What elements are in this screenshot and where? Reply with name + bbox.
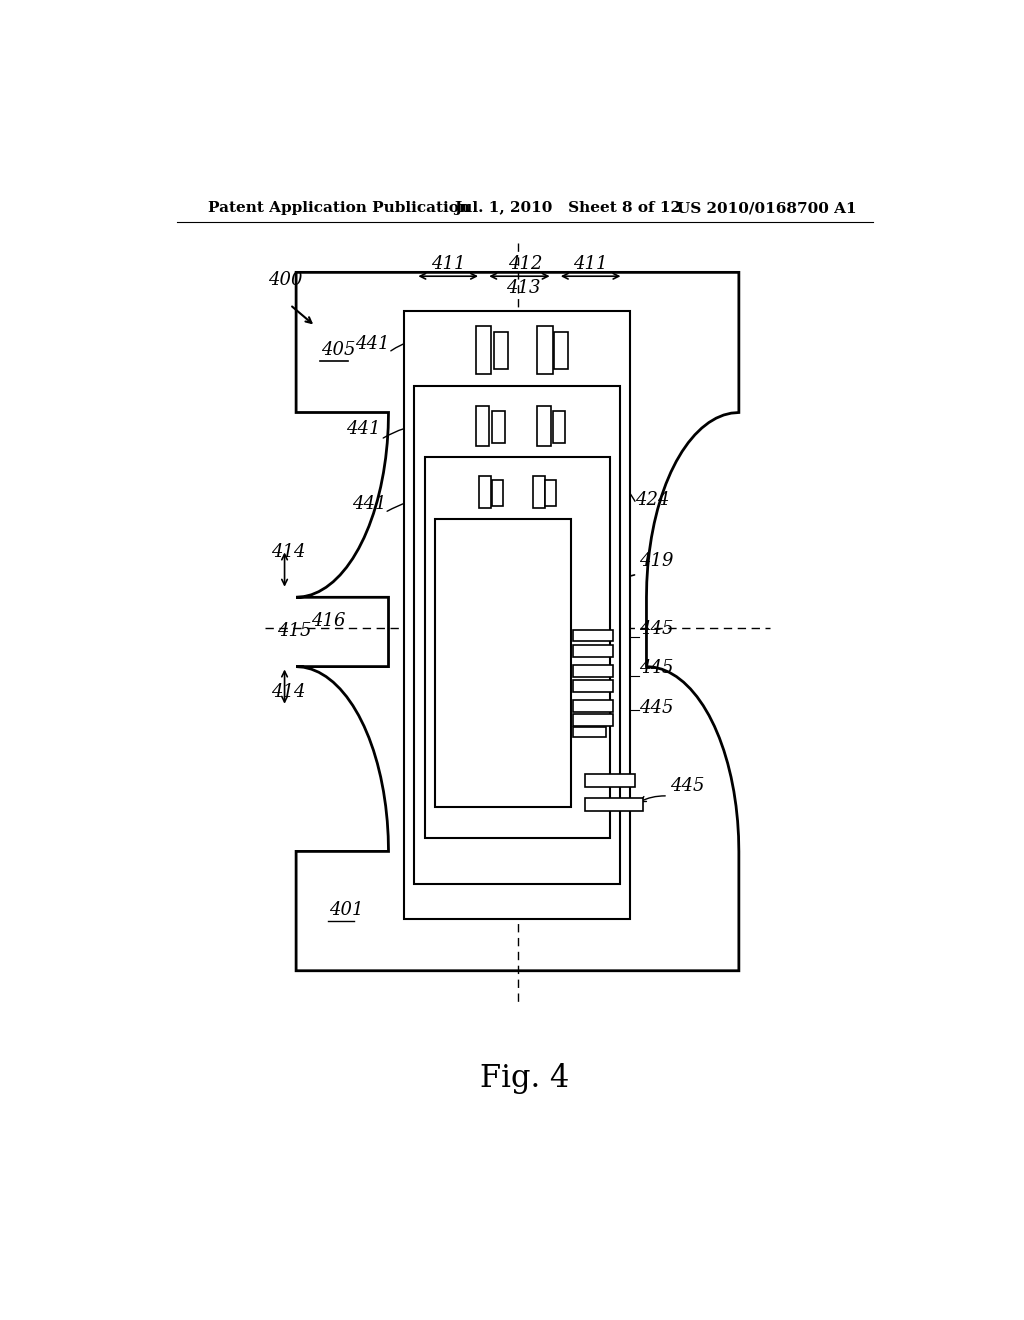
Text: 415: 415 <box>276 622 311 640</box>
Text: Patent Application Publication: Patent Application Publication <box>208 202 470 215</box>
Bar <box>538 326 553 374</box>
Bar <box>573 701 613 711</box>
Text: 445: 445 <box>670 777 705 796</box>
Bar <box>425 457 609 838</box>
Text: 441: 441 <box>352 495 387 512</box>
Text: 412: 412 <box>508 255 543 272</box>
Text: 441: 441 <box>355 335 390 354</box>
Bar <box>585 775 635 787</box>
Text: 401: 401 <box>330 900 364 919</box>
Text: 411: 411 <box>431 255 465 272</box>
Text: Jul. 1, 2010   Sheet 8 of 12: Jul. 1, 2010 Sheet 8 of 12 <box>454 202 681 215</box>
Text: 414: 414 <box>271 544 306 561</box>
Text: 445: 445 <box>639 659 673 677</box>
Text: 422: 422 <box>486 553 521 570</box>
Bar <box>573 726 605 737</box>
Bar <box>573 645 613 656</box>
Bar <box>538 407 551 446</box>
Text: 426: 426 <box>568 389 602 408</box>
Text: 400: 400 <box>267 272 302 289</box>
Text: 445: 445 <box>639 698 673 717</box>
Bar <box>403 312 630 919</box>
Bar <box>554 331 568 368</box>
Bar <box>475 407 489 446</box>
Bar <box>493 411 505 444</box>
Text: 416: 416 <box>311 611 346 630</box>
Text: 411: 411 <box>573 255 608 272</box>
Bar <box>494 331 508 368</box>
Text: 419: 419 <box>639 553 673 570</box>
Polygon shape <box>296 272 739 970</box>
Text: US 2010/0168700 A1: US 2010/0168700 A1 <box>677 202 857 215</box>
Text: Fig. 4: Fig. 4 <box>480 1063 569 1094</box>
Bar <box>573 665 613 677</box>
Text: 441: 441 <box>346 420 381 438</box>
Bar <box>573 630 613 642</box>
Text: 445: 445 <box>639 620 673 639</box>
Bar <box>435 519 571 807</box>
Bar <box>414 385 621 884</box>
Text: 424: 424 <box>635 491 670 510</box>
Bar <box>545 480 556 507</box>
Text: 413: 413 <box>506 279 541 297</box>
Bar <box>475 326 490 374</box>
Bar <box>478 475 490 508</box>
Text: 405: 405 <box>322 341 356 359</box>
Bar <box>573 714 613 726</box>
Text: 414: 414 <box>271 684 306 701</box>
Bar <box>573 681 613 692</box>
Bar <box>493 480 503 507</box>
Bar <box>585 797 643 812</box>
Bar <box>553 411 565 444</box>
Bar <box>532 475 545 508</box>
